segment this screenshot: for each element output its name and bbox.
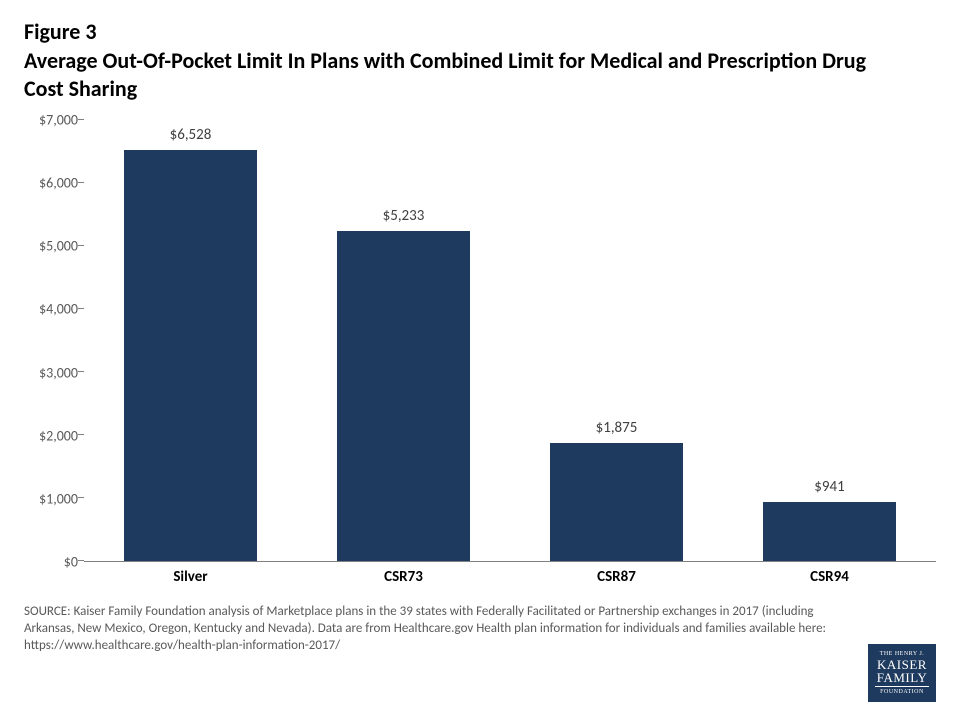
y-tick-mark: [78, 560, 84, 561]
chart-title: Average Out-Of-Pocket Limit In Plans wit…: [24, 47, 904, 102]
kff-logo: THE HENRY J. KAISER FAMILY FOUNDATION: [868, 644, 936, 702]
bar-value-label: $1,875: [596, 419, 638, 437]
y-tick-label: $7,000: [39, 112, 78, 129]
bar-value-label: $941: [814, 478, 844, 496]
bar-value-label: $6,528: [170, 126, 212, 144]
bar-slot: $5,233: [297, 120, 510, 561]
y-tick-label: $6,000: [39, 175, 78, 192]
bar-slot: $941: [723, 120, 936, 561]
y-tick-label: $4,000: [39, 301, 78, 318]
figure-label: Figure 3: [24, 18, 936, 45]
bar: [550, 443, 682, 561]
bar: [124, 150, 256, 561]
bars-container: $6,528 $5,233 $1,875 $941: [84, 120, 936, 561]
bar-slot: $1,875: [510, 120, 723, 561]
y-tick-label: $0: [64, 554, 78, 571]
x-category-label: CSR73: [297, 562, 510, 590]
x-category-label: CSR87: [510, 562, 723, 590]
y-tick-label: $2,000: [39, 427, 78, 444]
x-axis-labels: SilverCSR73CSR87CSR94: [84, 562, 936, 590]
x-category-label: Silver: [84, 562, 297, 590]
plot-area: $6,528 $5,233 $1,875 $941: [84, 120, 936, 562]
logo-line-3: FAMILY: [875, 671, 929, 687]
x-category-label: CSR94: [723, 562, 936, 590]
y-tick-mark: [78, 371, 84, 372]
y-tick-label: $1,000: [39, 490, 78, 507]
y-tick-mark: [78, 245, 84, 246]
y-tick-label: $3,000: [39, 364, 78, 381]
y-tick-mark: [78, 497, 84, 498]
bar-value-label: $5,233: [383, 207, 425, 225]
y-tick-label: $5,000: [39, 238, 78, 255]
source-note: SOURCE: Kaiser Family Foundation analysi…: [24, 604, 844, 655]
bar: [763, 502, 895, 561]
y-tick-mark: [78, 434, 84, 435]
logo-line-4: FOUNDATION: [880, 689, 924, 695]
y-axis: $0$1,000$2,000$3,000$4,000$5,000$6,000$7…: [24, 120, 84, 562]
bar-chart: $0$1,000$2,000$3,000$4,000$5,000$6,000$7…: [24, 120, 936, 590]
y-tick-mark: [78, 308, 84, 309]
y-tick-mark: [78, 182, 84, 183]
bar-slot: $6,528: [84, 120, 297, 561]
bar: [337, 231, 469, 561]
y-tick-mark: [78, 119, 84, 120]
